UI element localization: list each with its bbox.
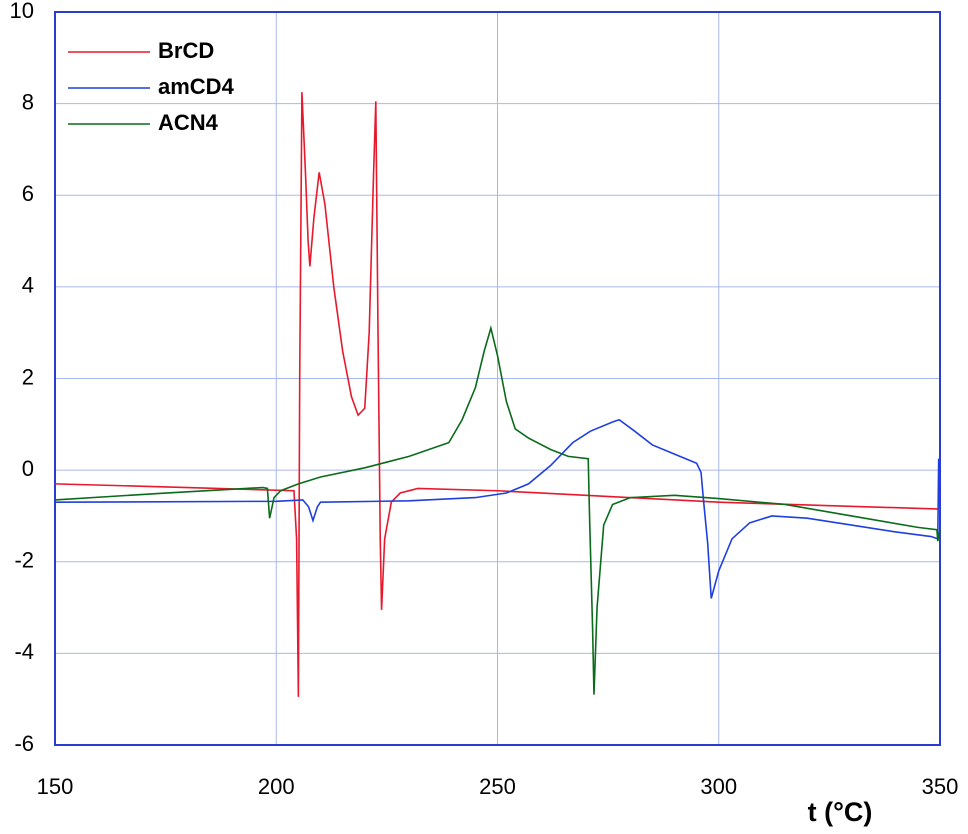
x-axis-label: t (°C) bbox=[808, 797, 873, 827]
y-tick-label: -4 bbox=[14, 639, 34, 664]
y-tick-label: 10 bbox=[10, 0, 34, 23]
series-line bbox=[54, 324, 941, 695]
y-tick-label: 0 bbox=[22, 456, 34, 481]
y-tick-label: -2 bbox=[14, 548, 34, 573]
y-tick-label: 2 bbox=[22, 364, 34, 389]
y-tick-label: 8 bbox=[22, 89, 34, 114]
y-tick-label: -6 bbox=[14, 731, 34, 756]
legend-label: BrCD bbox=[158, 38, 214, 63]
y-tick-label: 4 bbox=[22, 273, 34, 298]
series-line bbox=[54, 92, 941, 697]
x-tick-label: 300 bbox=[700, 774, 737, 799]
series-line bbox=[54, 418, 941, 599]
legend-label: amCD4 bbox=[158, 74, 235, 99]
x-tick-label: 350 bbox=[922, 774, 959, 799]
plot-frame bbox=[54, 11, 941, 746]
x-tick-label: 200 bbox=[258, 774, 295, 799]
x-tick-label: 150 bbox=[37, 774, 74, 799]
x-tick-label: 250 bbox=[479, 774, 516, 799]
y-tick-label: 6 bbox=[22, 181, 34, 206]
legend-label: ACN4 bbox=[158, 110, 219, 135]
